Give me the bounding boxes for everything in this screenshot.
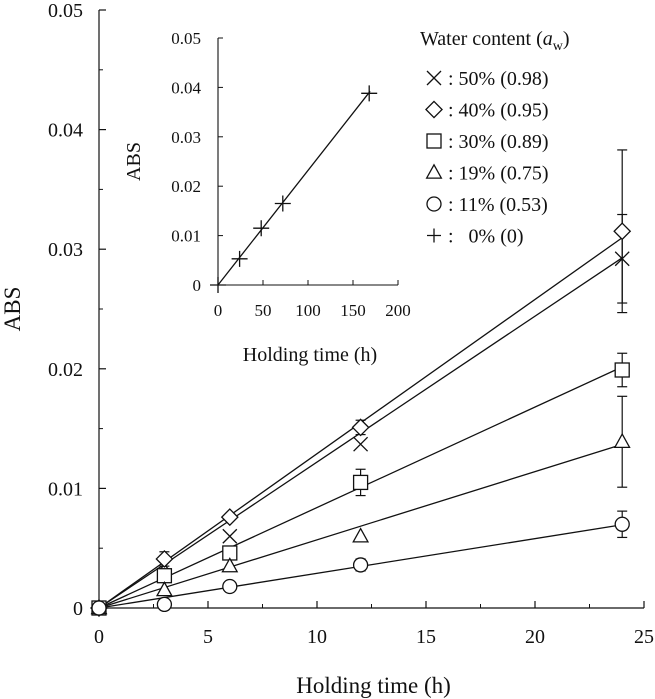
legend-marker-diamond	[425, 100, 443, 119]
legend-marker-cross	[426, 70, 442, 86]
inset-y-tick-label: 0.01	[171, 227, 201, 246]
data-point-diamond	[220, 508, 239, 527]
inset-data-point-plus	[231, 250, 248, 267]
legend-label: : 40% (0.95)	[448, 100, 549, 122]
data-point-cross	[222, 528, 238, 544]
legend-label: : 30% (0.89)	[448, 131, 549, 153]
legend-title: Water content (aw)	[420, 28, 570, 54]
data-point-diamond	[613, 222, 632, 241]
x-tick-label: 20	[525, 626, 545, 648]
data-point-triangle	[221, 557, 239, 573]
data-point-square	[614, 362, 630, 378]
y-tick-label: 0.04	[48, 120, 83, 142]
inset-y-tick-label: 0.04	[171, 78, 201, 97]
data-point-square	[156, 568, 173, 584]
x-axis-title: Holding time (h)	[296, 673, 451, 698]
legend-marker-circle	[426, 196, 442, 212]
data-point-circle	[222, 578, 238, 595]
legend-label: : 0% (0)	[448, 226, 524, 248]
data-point-circle	[156, 596, 173, 613]
data-point-triangle	[155, 581, 173, 597]
inset-x-tick-label: 200	[385, 301, 411, 320]
inset-y-tick-label: 0.05	[171, 29, 201, 48]
data-point-cross	[353, 436, 369, 452]
inset-data-point-plus	[274, 195, 291, 212]
data-point-circle	[352, 557, 369, 573]
data-point-triangle	[613, 432, 631, 449]
legend-label: : 19% (0.75)	[448, 163, 549, 185]
y-tick-label: 0.01	[48, 478, 83, 500]
x-tick-label: 10	[307, 626, 327, 648]
y-axis-title: ABS	[0, 287, 25, 332]
data-point-diamond	[155, 549, 174, 568]
legend-marker-triangle	[425, 163, 443, 179]
inset-y-tick-label: 0	[193, 276, 202, 295]
y-tick-label: 0.03	[48, 239, 83, 261]
inset-data-point-plus	[361, 85, 378, 102]
inset-x-axis-title: Holding time (h)	[243, 344, 377, 366]
x-tick-label: 15	[416, 626, 436, 648]
inset-y-axis-title: ABS	[123, 142, 145, 181]
data-point-triangle	[352, 527, 370, 543]
inset-x-tick-label: 0	[214, 301, 223, 320]
y-tick-label: 0	[73, 598, 83, 620]
inset-x-tick-label: 100	[295, 301, 321, 320]
inset-data-point-plus	[253, 220, 270, 237]
y-tick-label: 0.02	[48, 359, 83, 381]
x-tick-label: 25	[634, 626, 654, 648]
y-tick-label: 0.05	[48, 0, 83, 22]
x-tick-label: 5	[203, 626, 213, 648]
legend-marker-plus	[427, 228, 441, 243]
inset-data-point-plus	[210, 277, 226, 293]
x-tick-label: 0	[94, 626, 104, 648]
data-point-circle	[91, 600, 107, 616]
inset-x-tick-label: 150	[340, 301, 366, 320]
data-point-diamond	[351, 418, 370, 437]
inset-y-tick-label: 0.02	[171, 177, 201, 196]
data-point-square	[352, 474, 369, 491]
inset-fit-line	[217, 90, 371, 286]
data-point-circle	[614, 516, 630, 532]
legend: Water content (aw) : 50% (0.98) : 40% (0.9…	[420, 28, 570, 248]
legend-label: : 11% (0.53)	[448, 194, 548, 216]
legend-label: : 50% (0.98)	[448, 68, 549, 90]
inset-y-tick-label: 0.03	[171, 128, 201, 147]
legend-marker-square	[426, 133, 442, 149]
inset-x-tick-label: 50	[255, 301, 272, 320]
fit-line	[98, 443, 623, 609]
data-point-cross	[614, 251, 630, 267]
inset-plot: 0 50 100 150 200 0 0.01 0.02 0.03 0.04 0.05 Holding…	[123, 29, 411, 366]
